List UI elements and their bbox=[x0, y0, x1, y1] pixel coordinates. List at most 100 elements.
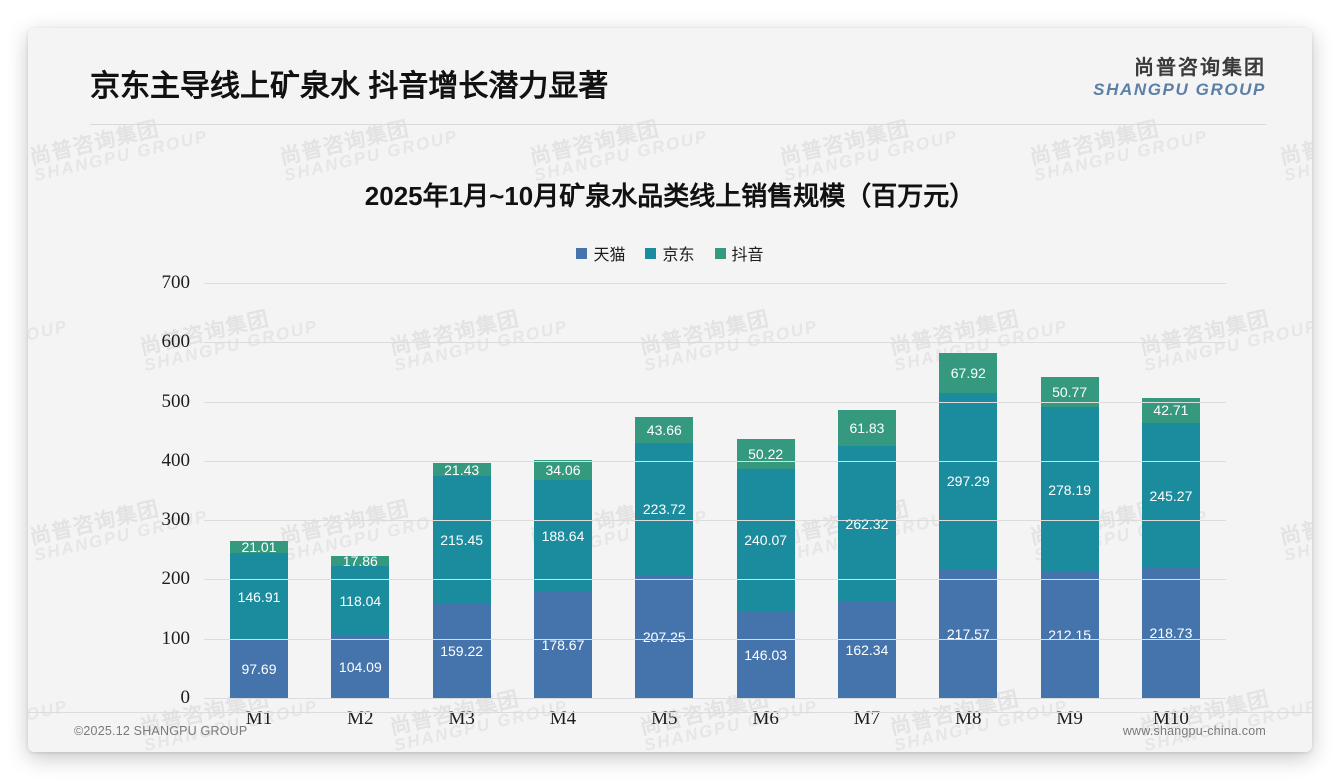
legend-label: 天猫 bbox=[593, 247, 626, 264]
bar-segment-抖音[interactable]: 21.43 bbox=[432, 461, 491, 478]
bar-value-label: 217.57 bbox=[946, 625, 990, 642]
bar-value-label: 245.27 bbox=[1149, 487, 1193, 504]
bar-value-label: 146.91 bbox=[237, 588, 281, 605]
bar-value-label: 43.66 bbox=[646, 421, 682, 438]
bar-group-m2[interactable]: 104.09 118.04 17.86 bbox=[331, 553, 390, 698]
y-axis-tick-label: 0 bbox=[180, 687, 191, 708]
bar-group-m3[interactable]: 159.22 215.45 21.43 bbox=[432, 461, 491, 698]
gridline bbox=[204, 342, 1226, 344]
slide-card: 尚普咨询集团 SHANGPU GROUP 尚普咨询集团 SHANGPU GROUP 尚普… bbox=[28, 28, 1312, 752]
x-axis-tick-label: M9 bbox=[1056, 708, 1083, 729]
slide-footer: ©2025.12 SHANGPU GROUP www.shangpu-china… bbox=[28, 712, 1312, 752]
bar-value-label: 21.01 bbox=[241, 538, 277, 555]
bar-segment-抖音[interactable]: 43.66 bbox=[635, 416, 694, 443]
bar-value-label: 278.19 bbox=[1048, 481, 1092, 498]
bar-value-label: 188.64 bbox=[541, 528, 585, 545]
legend-label: 京东 bbox=[662, 247, 695, 264]
bar-segment-抖音[interactable]: 21.01 bbox=[230, 538, 288, 555]
bar-segment-京东[interactable]: 240.07 bbox=[736, 469, 795, 612]
bar-value-label: 104.09 bbox=[338, 659, 382, 676]
brand-logo: 尚普咨询集团 SHANGPU GROUP bbox=[1093, 58, 1266, 99]
bar-segment-天猫[interactable]: 97.69 bbox=[230, 640, 288, 698]
bar-value-label: 240.07 bbox=[744, 532, 788, 549]
legend-item-3[interactable]: 抖音 bbox=[714, 241, 764, 265]
bar-value-label: 212.15 bbox=[1048, 627, 1092, 644]
bar-segment-抖音[interactable]: 34.06 bbox=[533, 460, 592, 481]
y-axis-tick-label: 500 bbox=[161, 390, 191, 412]
bar-segment-京东[interactable]: 278.19 bbox=[1040, 407, 1099, 573]
bar-segment-天猫[interactable]: 162.34 bbox=[837, 601, 896, 698]
bar-value-label: 159.22 bbox=[440, 642, 484, 659]
brand-name-cn: 尚普咨询集团 bbox=[1134, 57, 1266, 79]
bar-value-label: 215.45 bbox=[440, 531, 484, 548]
chart-plot-area: 97.69 146.91 21.01 104.09 118.04 17.86 159.22 2… bbox=[162, 272, 1226, 708]
bar-group-m9[interactable]: 212.15 278.19 50.77 bbox=[1040, 377, 1099, 698]
legend-swatch-icon bbox=[576, 247, 588, 259]
bar-segment-京东[interactable]: 118.04 bbox=[331, 566, 390, 637]
gridline bbox=[204, 460, 1226, 462]
x-axis-tick-label: M10 bbox=[1153, 708, 1189, 729]
bar-group-m1[interactable]: 97.69 146.91 21.01 bbox=[230, 538, 288, 698]
bar-segment-京东[interactable]: 297.29 bbox=[939, 392, 998, 570]
gridline bbox=[204, 698, 1226, 699]
y-axis-tick-label: 200 bbox=[161, 568, 191, 590]
chart-legend: 天猫 京东 抖音 bbox=[28, 241, 1312, 265]
y-axis-tick-label: 600 bbox=[161, 331, 191, 353]
legend-label: 抖音 bbox=[731, 247, 764, 264]
bar-group-m5[interactable]: 207.25 223.72 43.66 bbox=[635, 416, 694, 698]
legend-swatch-icon bbox=[645, 247, 657, 259]
bar-value-label: 118.04 bbox=[339, 593, 382, 610]
bar-segment-天猫[interactable]: 104.09 bbox=[331, 636, 390, 698]
bar-segment-抖音[interactable]: 50.77 bbox=[1040, 377, 1099, 408]
bar-value-label: 17.86 bbox=[342, 553, 378, 570]
bar-segment-抖音[interactable]: 61.83 bbox=[837, 409, 896, 447]
y-axis-tick-label: 400 bbox=[161, 449, 191, 471]
bar-segment-京东[interactable]: 245.27 bbox=[1141, 422, 1200, 569]
bar-value-label: 21.43 bbox=[444, 461, 480, 478]
header-divider bbox=[90, 124, 1266, 125]
legend-item-1[interactable]: 天猫 bbox=[576, 241, 625, 265]
gridline bbox=[204, 520, 1226, 522]
bar-group-m4[interactable]: 178.67 188.64 34.06 bbox=[533, 460, 592, 698]
bar-segment-天猫[interactable]: 218.73 bbox=[1141, 568, 1200, 698]
bar-segment-天猫[interactable]: 178.67 bbox=[533, 592, 592, 698]
bar-value-label: 97.69 bbox=[241, 661, 277, 678]
x-axis-tick-label: M5 bbox=[651, 708, 678, 729]
footer-website: www.shangpu-china.com bbox=[1122, 724, 1266, 738]
legend-item-2[interactable]: 京东 bbox=[645, 241, 695, 265]
bar-group-m7[interactable]: 162.34 262.32 61.83 bbox=[837, 409, 896, 698]
bar-segment-天猫[interactable]: 207.25 bbox=[635, 575, 694, 698]
x-axis-tick-label: M4 bbox=[549, 708, 577, 729]
gridline bbox=[204, 579, 1226, 581]
bar-value-label: 34.06 bbox=[545, 462, 581, 479]
y-axis-tick-label: 700 bbox=[161, 272, 191, 293]
bar-segment-京东[interactable]: 146.91 bbox=[230, 553, 288, 641]
legend-swatch-icon bbox=[714, 247, 726, 259]
bar-segment-京东[interactable]: 215.45 bbox=[432, 475, 491, 604]
bar-value-label: 61.83 bbox=[849, 419, 885, 436]
bar-segment-天猫[interactable]: 146.03 bbox=[736, 611, 795, 698]
chart-title: 2025年1月~10月矿泉水品类线上销售规模（百万元） bbox=[364, 181, 976, 211]
bar-segment-天猫[interactable]: 217.57 bbox=[939, 569, 998, 698]
y-axis-tick-label: 300 bbox=[161, 509, 191, 531]
x-axis-tick-label: M6 bbox=[752, 708, 779, 729]
bar-group-m10[interactable]: 218.73 245.27 42.71 bbox=[1141, 397, 1200, 698]
x-axis-tick-label: M7 bbox=[853, 708, 881, 729]
bar-segment-抖音[interactable]: 17.86 bbox=[331, 553, 390, 570]
bar-segment-抖音[interactable]: 50.22 bbox=[736, 439, 795, 470]
bar-segment-天猫[interactable]: 159.22 bbox=[432, 603, 491, 698]
bar-value-label: 262.32 bbox=[845, 516, 889, 532]
x-axis-tick-label: M1 bbox=[245, 708, 273, 729]
bar-segment-京东[interactable]: 223.72 bbox=[635, 442, 694, 576]
bar-segment-抖音[interactable]: 67.92 bbox=[939, 352, 998, 393]
bar-segment-天猫[interactable]: 212.15 bbox=[1040, 572, 1099, 698]
bar-value-label: 146.03 bbox=[744, 646, 788, 663]
gridline bbox=[204, 401, 1226, 403]
bar-segment-京东[interactable]: 188.64 bbox=[533, 480, 592, 593]
gridline bbox=[204, 638, 1226, 640]
bar-group-m8[interactable]: 217.57 297.29 67.92 bbox=[939, 352, 998, 698]
y-axis-tick-label: 100 bbox=[161, 627, 191, 649]
bar-value-label: 67.92 bbox=[950, 364, 986, 381]
bar-group-m6[interactable]: 146.03 240.07 50.22 bbox=[736, 439, 795, 698]
